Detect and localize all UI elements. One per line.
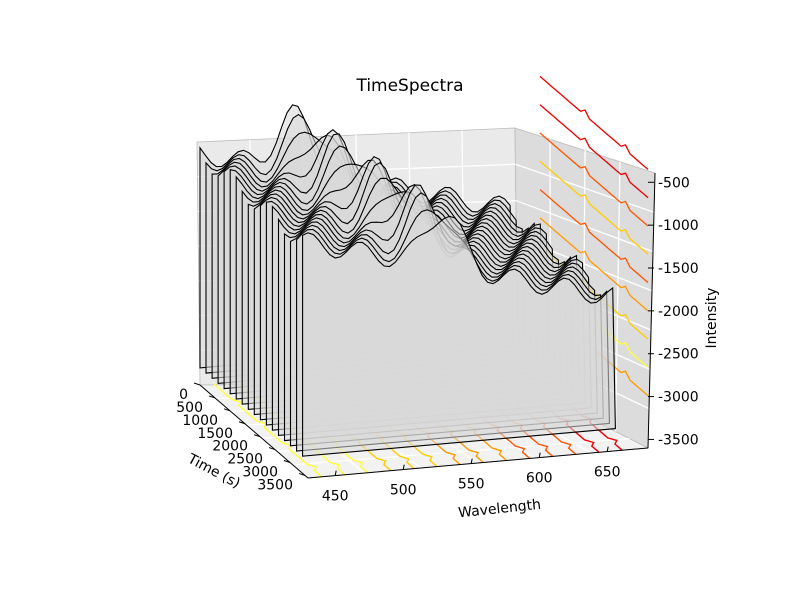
- y-tick-label: 2500: [227, 452, 263, 468]
- spectra-surface: [199, 104, 616, 457]
- z-tick-label: -3000: [658, 390, 699, 406]
- x-axis-label: Wavelength: [457, 497, 541, 522]
- y-tick-label: 2000: [212, 439, 248, 455]
- chart-title: TimeSpectra: [355, 76, 463, 96]
- x-tick-labels: 450 500 550 600 650: [322, 446, 621, 505]
- z-tick-labels: -500 -1000 -1500 -2000 -2500 -3000 -3500: [648, 175, 699, 448]
- z-tick-label: -1000: [658, 218, 699, 234]
- x-tick-label: 600: [526, 471, 553, 487]
- y-tick-label: 3000: [242, 465, 278, 481]
- y-tick-label: 1500: [197, 426, 233, 442]
- y-tick-label: 1000: [182, 413, 218, 429]
- y-tick-label: 500: [176, 400, 203, 416]
- x-tick-label: 650: [594, 465, 621, 481]
- y-tick-label: 0: [179, 387, 188, 403]
- x-tick-label: 450: [322, 489, 349, 505]
- z-axis-label: Intensity: [704, 288, 720, 349]
- z-tick-label: -3500: [658, 432, 699, 448]
- z-tick-label: -500: [658, 175, 690, 191]
- z-tick-label: -2000: [658, 304, 699, 320]
- x-tick-label: 550: [458, 477, 485, 493]
- y-tick-label: 3500: [257, 477, 293, 493]
- z-tick-label: -2500: [658, 347, 699, 363]
- z-tick-label: -1500: [658, 261, 699, 277]
- x-tick-label: 500: [390, 483, 417, 499]
